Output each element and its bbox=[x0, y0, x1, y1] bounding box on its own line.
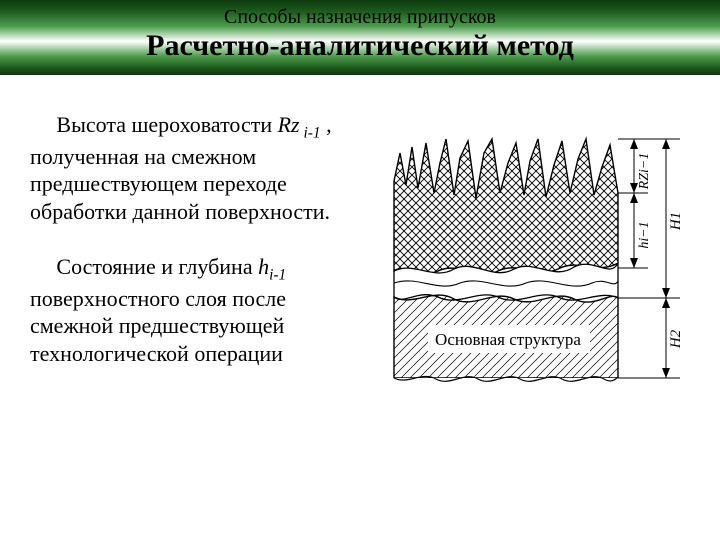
p2-var: h bbox=[258, 254, 269, 279]
paragraph-2: Состояние и глубина hi-1 поверхностного … bbox=[30, 253, 370, 367]
svg-text:hi−1: hi−1 bbox=[637, 221, 652, 248]
dim-h1: H1 bbox=[662, 139, 684, 298]
rough-layer bbox=[394, 139, 618, 274]
p1-sub: i-1 bbox=[300, 124, 321, 141]
slide-header: Способы назначения припусков Расчетно-ан… bbox=[0, 0, 720, 75]
content-area: Высота шероховатости Rz i-1 , полученная… bbox=[0, 75, 720, 403]
dim-rz: RZi−1 bbox=[630, 139, 652, 193]
dim-h2: H2 bbox=[662, 298, 684, 378]
torn-edge bbox=[390, 378, 688, 403]
p2-text-b: поверхностного слоя после смежной предше… bbox=[30, 286, 286, 366]
p2-sub: i-1 bbox=[269, 266, 286, 283]
header-subtitle: Способы назначения припусков bbox=[0, 6, 720, 29]
text-column: Высота шероховатости Rz i-1 , полученная… bbox=[30, 111, 370, 395]
paragraph-1: Высота шероховатости Rz i-1 , полученная… bbox=[30, 111, 370, 225]
roughness-diagram: Основная структура RZi−1 hi− bbox=[388, 103, 688, 403]
svg-text:RZi−1: RZi−1 bbox=[637, 153, 652, 191]
figure-column: Основная структура RZi−1 hi− bbox=[388, 103, 688, 403]
p2-text-a: Состояние и глубина bbox=[56, 254, 258, 279]
base-label: Основная структура bbox=[435, 330, 581, 349]
p1-text-a: Высота шероховатости bbox=[56, 112, 277, 137]
header-title: Расчетно-аналитический метод bbox=[0, 29, 720, 63]
svg-text:H2: H2 bbox=[668, 329, 684, 349]
p1-var: Rz bbox=[278, 112, 300, 137]
dim-h: hi−1 bbox=[630, 193, 652, 268]
svg-text:H1: H1 bbox=[668, 212, 684, 231]
